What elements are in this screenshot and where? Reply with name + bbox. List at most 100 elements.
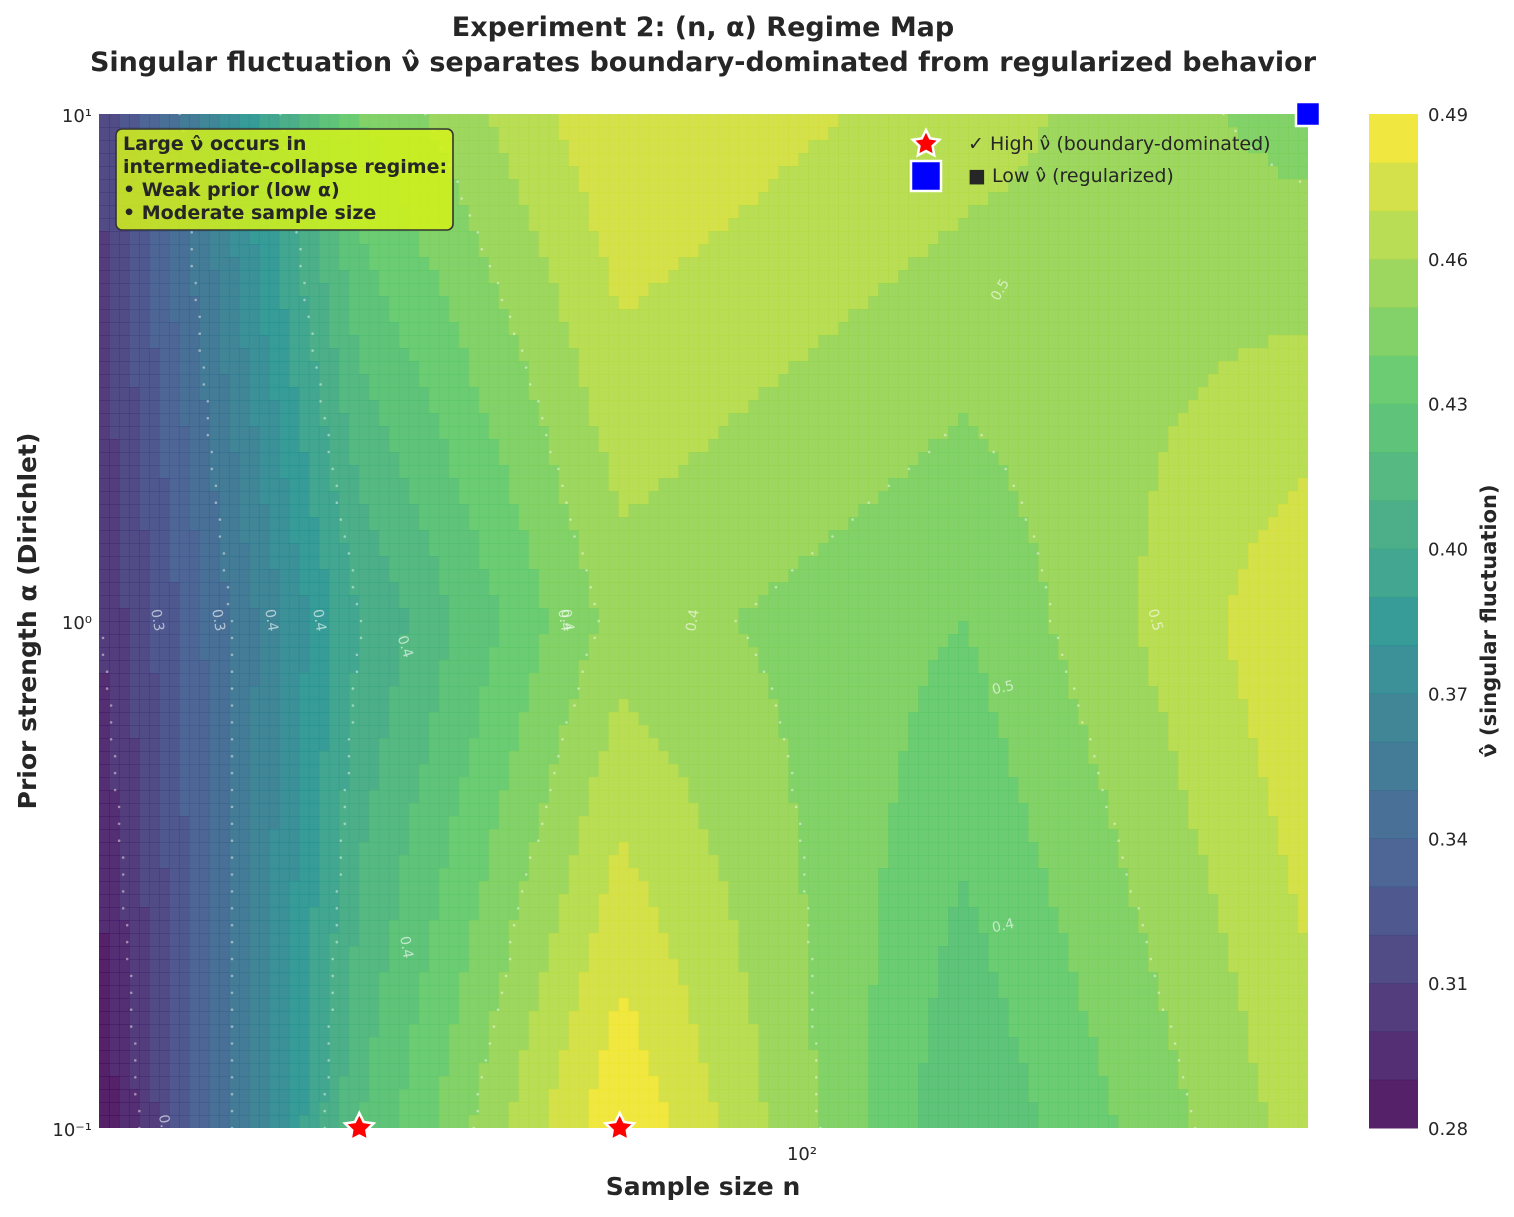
contour-cell <box>928 361 939 375</box>
contour-cell <box>698 608 710 622</box>
contour-cell <box>828 296 839 310</box>
contour-cell <box>668 231 680 245</box>
contour-cell <box>578 374 590 388</box>
contour-cell <box>1188 153 1199 167</box>
contour-cell <box>1288 465 1299 479</box>
contour-cell <box>808 114 819 128</box>
contour-cell <box>498 426 510 440</box>
contour-cell <box>288 387 300 401</box>
contour-cell <box>1018 322 1029 336</box>
contour-cell <box>518 491 530 505</box>
contour-cell <box>418 569 430 583</box>
contour-cell <box>1148 530 1159 544</box>
contour-cell <box>1088 166 1099 180</box>
contour-cell <box>988 140 999 154</box>
contour-cell <box>178 400 190 414</box>
contour-cell <box>158 309 170 323</box>
contour-cell <box>118 608 130 622</box>
contour-cell <box>1248 413 1259 427</box>
contour-cell <box>1078 257 1089 271</box>
contour-cell <box>668 465 680 479</box>
contour-cell <box>438 491 450 505</box>
contour-cell <box>418 530 430 544</box>
contour-cell <box>1168 205 1179 219</box>
contour-cell <box>1128 491 1139 505</box>
contour-cell <box>878 504 889 518</box>
contour-cell <box>1118 140 1129 154</box>
contour-cell <box>298 530 310 544</box>
contour-cell <box>758 296 770 310</box>
contour-cell <box>938 205 949 219</box>
contour-cell <box>378 283 390 297</box>
contour-cell <box>128 348 140 362</box>
contour-cell <box>358 374 370 388</box>
contour-cell <box>778 595 790 609</box>
contour-cell <box>768 348 780 362</box>
contour-cell <box>588 543 600 557</box>
contour-cell <box>1088 127 1099 141</box>
contour-cell <box>838 569 849 583</box>
contour-cell <box>348 439 360 453</box>
contour-cell <box>718 127 730 141</box>
contour-cell <box>1098 491 1109 505</box>
contour-cell <box>158 231 170 245</box>
contour-cell <box>1118 530 1129 544</box>
contour-cell <box>928 335 939 349</box>
contour-cell <box>1098 179 1109 193</box>
contour-cell <box>628 309 640 323</box>
contour-cell <box>1288 140 1299 154</box>
contour-cell <box>418 114 430 128</box>
contour-cell <box>1188 140 1199 154</box>
contour-cell <box>478 400 490 414</box>
contour-cell <box>1268 478 1279 492</box>
contour-cell <box>498 439 510 453</box>
contour-cell <box>348 244 360 258</box>
contour-cell <box>828 309 839 323</box>
contour-cell <box>1128 179 1139 193</box>
contour-cell <box>958 348 969 362</box>
contour-cell <box>458 374 470 388</box>
contour-cell <box>958 556 969 570</box>
contour-cell <box>298 296 310 310</box>
contour-cell <box>1108 127 1119 141</box>
contour-cell <box>1238 231 1249 245</box>
contour-cell <box>468 348 480 362</box>
contour-cell <box>1178 283 1189 297</box>
contour-cell <box>588 608 600 622</box>
contour-cell <box>848 179 859 193</box>
contour-cell <box>938 374 949 388</box>
contour-cell <box>428 114 440 128</box>
contour-cell <box>598 231 610 245</box>
contour-cell <box>208 335 220 349</box>
contour-cell <box>698 231 710 245</box>
contour-cell <box>728 504 740 518</box>
contour-cell <box>598 491 610 505</box>
contour-cell <box>648 244 660 258</box>
contour-cell <box>198 647 210 661</box>
contour-cell <box>238 283 250 297</box>
contour-cell <box>538 179 550 193</box>
contour-cell <box>928 465 939 479</box>
contour-cell <box>1088 179 1099 193</box>
contour-cell <box>178 348 190 362</box>
contour-cell <box>1138 127 1149 141</box>
contour-cell <box>888 140 899 154</box>
contour-cell <box>638 413 650 427</box>
contour-cell <box>99 608 110 622</box>
contour-cell <box>1148 582 1159 596</box>
contour-cell <box>488 400 500 414</box>
contour-cell <box>578 634 590 648</box>
contour-cell <box>118 530 130 544</box>
contour-cell <box>538 348 550 362</box>
contour-cell <box>728 309 740 323</box>
contour-cell <box>1268 374 1279 388</box>
contour-cell <box>618 543 630 557</box>
contour-cell <box>948 179 959 193</box>
contour-cell <box>1028 504 1039 518</box>
contour-cell <box>108 322 120 336</box>
contour-cell <box>828 400 839 414</box>
contour-cell <box>848 374 859 388</box>
contour-cell <box>578 478 590 492</box>
contour-cell <box>218 374 230 388</box>
contour-cell <box>1108 140 1119 154</box>
